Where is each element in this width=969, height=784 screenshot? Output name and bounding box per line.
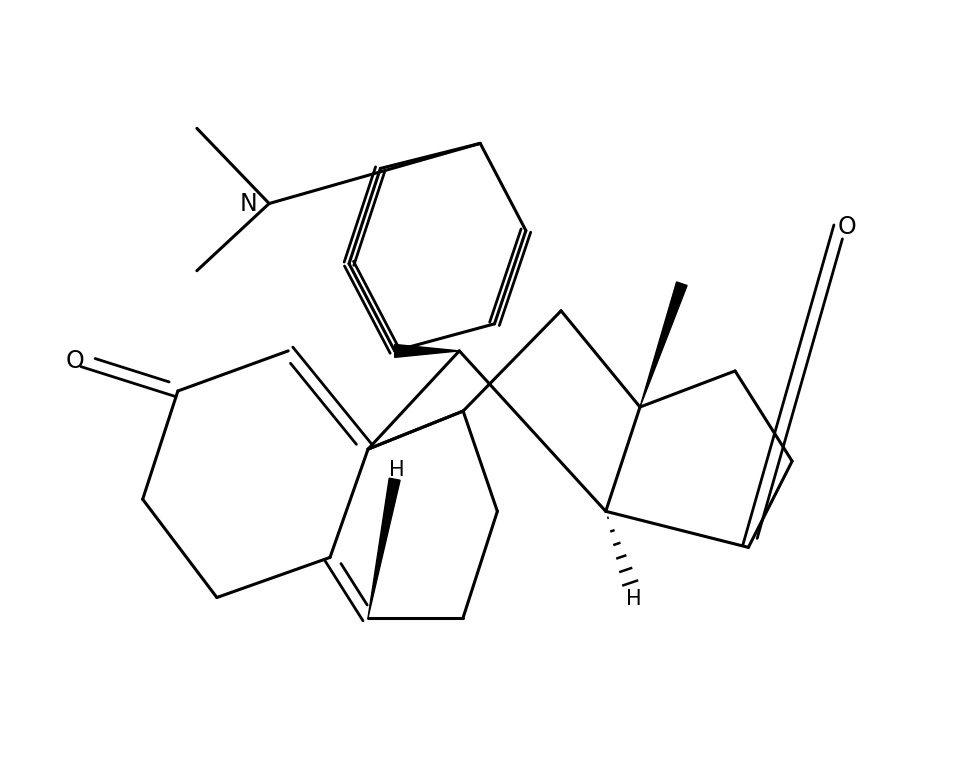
Text: O: O (837, 215, 856, 238)
Polygon shape (367, 478, 399, 618)
Text: O: O (66, 349, 84, 373)
Text: N: N (239, 191, 258, 216)
Polygon shape (394, 344, 459, 358)
Text: H: H (626, 589, 641, 608)
Text: H: H (389, 460, 404, 480)
Polygon shape (640, 282, 686, 407)
